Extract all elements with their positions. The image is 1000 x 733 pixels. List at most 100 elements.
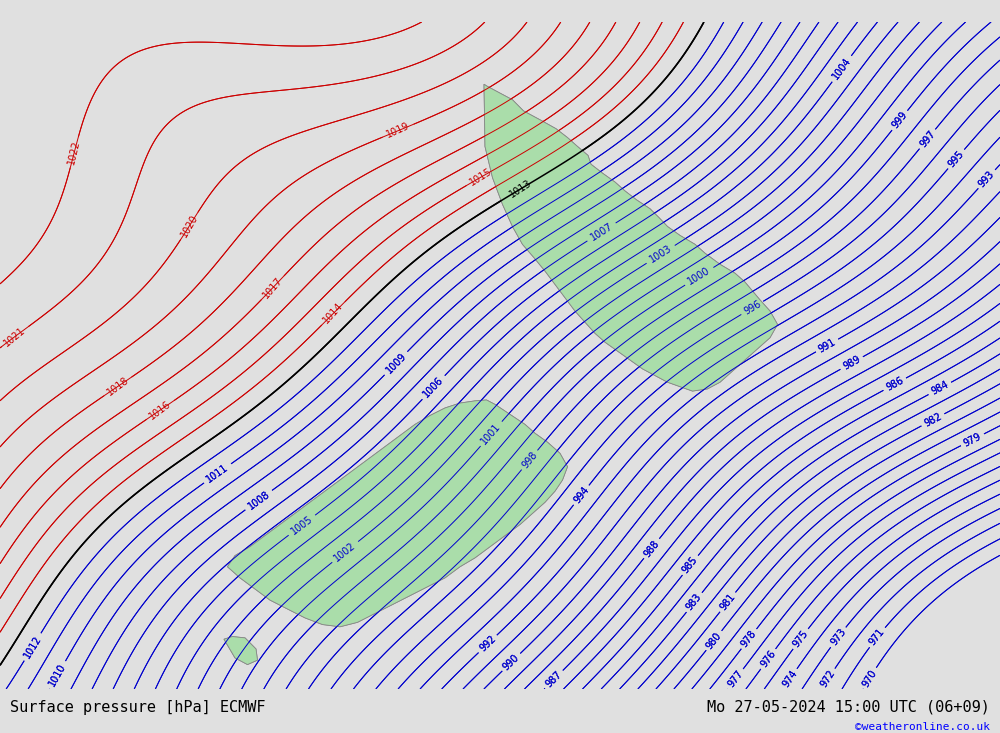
Text: 1018: 1018 xyxy=(105,375,131,398)
Text: 1010: 1010 xyxy=(47,662,68,688)
Text: 976: 976 xyxy=(759,649,778,669)
Text: 1004: 1004 xyxy=(830,56,853,81)
Text: 975: 975 xyxy=(791,628,810,649)
Text: 1010: 1010 xyxy=(47,662,68,688)
Text: 1003: 1003 xyxy=(648,243,674,265)
Text: 983: 983 xyxy=(685,592,704,613)
Text: 1005: 1005 xyxy=(289,514,315,537)
Text: 1021: 1021 xyxy=(2,325,28,348)
Text: 992: 992 xyxy=(478,634,498,654)
Polygon shape xyxy=(228,400,568,627)
Text: 1007: 1007 xyxy=(588,221,615,243)
Text: 990: 990 xyxy=(501,652,521,672)
Text: 976: 976 xyxy=(759,649,778,669)
Text: 977: 977 xyxy=(726,668,745,690)
Text: 979: 979 xyxy=(962,431,983,449)
Text: 989: 989 xyxy=(841,354,862,372)
Text: 1008: 1008 xyxy=(246,489,272,512)
Text: 1014: 1014 xyxy=(321,301,345,326)
Text: 1019: 1019 xyxy=(385,121,411,140)
Text: 1007: 1007 xyxy=(588,221,615,243)
Text: 974: 974 xyxy=(781,668,799,690)
Text: 981: 981 xyxy=(718,592,737,612)
Text: 1006: 1006 xyxy=(422,375,446,399)
Text: 1020: 1020 xyxy=(179,213,200,239)
Text: Surface pressure [hPa] ECMWF: Surface pressure [hPa] ECMWF xyxy=(10,700,266,715)
Text: 980: 980 xyxy=(704,630,724,651)
Text: 988: 988 xyxy=(642,538,661,559)
Text: 1012: 1012 xyxy=(22,634,43,660)
Text: 982: 982 xyxy=(922,411,943,429)
Text: 998: 998 xyxy=(520,450,539,471)
Text: 1006: 1006 xyxy=(422,375,446,399)
Text: 1004: 1004 xyxy=(830,56,853,81)
Text: 971: 971 xyxy=(868,627,887,648)
Text: 972: 972 xyxy=(819,668,837,690)
Text: 994: 994 xyxy=(572,485,591,506)
Text: 987: 987 xyxy=(544,669,564,690)
Text: 1012: 1012 xyxy=(22,634,43,660)
Text: 1013: 1013 xyxy=(507,178,533,200)
Text: 981: 981 xyxy=(718,592,737,612)
Text: 987: 987 xyxy=(544,669,564,690)
Text: 1009: 1009 xyxy=(384,351,408,375)
Text: 985: 985 xyxy=(681,555,700,575)
Text: 990: 990 xyxy=(501,652,521,672)
Polygon shape xyxy=(224,636,258,665)
Polygon shape xyxy=(228,400,568,627)
Text: 995: 995 xyxy=(946,149,966,169)
Text: 1017: 1017 xyxy=(261,275,285,301)
Text: 971: 971 xyxy=(868,627,887,648)
Text: 1011: 1011 xyxy=(205,463,230,485)
Text: 1002: 1002 xyxy=(332,540,358,564)
Text: 984: 984 xyxy=(929,380,950,397)
Text: 974: 974 xyxy=(781,668,799,690)
Text: 1011: 1011 xyxy=(205,463,230,485)
Text: 1001: 1001 xyxy=(479,421,503,446)
Text: 1016: 1016 xyxy=(148,399,173,421)
Text: 997: 997 xyxy=(918,129,937,150)
Polygon shape xyxy=(224,636,258,665)
Text: 1015: 1015 xyxy=(468,166,494,188)
Polygon shape xyxy=(484,84,778,391)
Text: 986: 986 xyxy=(884,375,905,393)
Text: 975: 975 xyxy=(791,628,810,649)
Text: 1005: 1005 xyxy=(289,514,315,537)
Text: 983: 983 xyxy=(685,592,704,613)
Text: 970: 970 xyxy=(861,668,879,689)
Text: 977: 977 xyxy=(726,668,745,690)
Text: 973: 973 xyxy=(829,627,848,647)
Text: 970: 970 xyxy=(861,668,879,689)
Text: 1009: 1009 xyxy=(384,351,408,375)
Text: 1002: 1002 xyxy=(332,540,358,564)
Text: ©weatheronline.co.uk: ©weatheronline.co.uk xyxy=(855,721,990,732)
Text: 989: 989 xyxy=(841,354,862,372)
Text: 995: 995 xyxy=(946,149,966,169)
Text: 991: 991 xyxy=(817,336,838,354)
Text: 978: 978 xyxy=(739,628,759,649)
Text: 999: 999 xyxy=(890,110,909,130)
Text: 992: 992 xyxy=(478,634,498,654)
Text: 1000: 1000 xyxy=(686,265,712,287)
Text: 980: 980 xyxy=(704,630,724,651)
Text: 997: 997 xyxy=(918,129,937,150)
Text: Mo 27-05-2024 15:00 UTC (06+09): Mo 27-05-2024 15:00 UTC (06+09) xyxy=(707,700,990,715)
Text: 1003: 1003 xyxy=(648,243,674,265)
Text: 1001: 1001 xyxy=(479,421,503,446)
Text: 973: 973 xyxy=(829,627,848,647)
Text: 982: 982 xyxy=(922,411,943,429)
Text: 972: 972 xyxy=(819,668,837,690)
Text: 985: 985 xyxy=(681,555,700,575)
Text: 999: 999 xyxy=(890,110,909,130)
Text: 994: 994 xyxy=(572,485,591,506)
Text: 1008: 1008 xyxy=(246,489,272,512)
Text: 996: 996 xyxy=(742,299,763,317)
Text: 1000: 1000 xyxy=(686,265,712,287)
Text: 986: 986 xyxy=(884,375,905,393)
Text: 993: 993 xyxy=(977,169,997,189)
Text: 988: 988 xyxy=(642,538,661,559)
Text: 1022: 1022 xyxy=(67,139,82,166)
Text: 993: 993 xyxy=(977,169,997,189)
Text: 979: 979 xyxy=(962,431,983,449)
Text: 991: 991 xyxy=(817,336,838,354)
